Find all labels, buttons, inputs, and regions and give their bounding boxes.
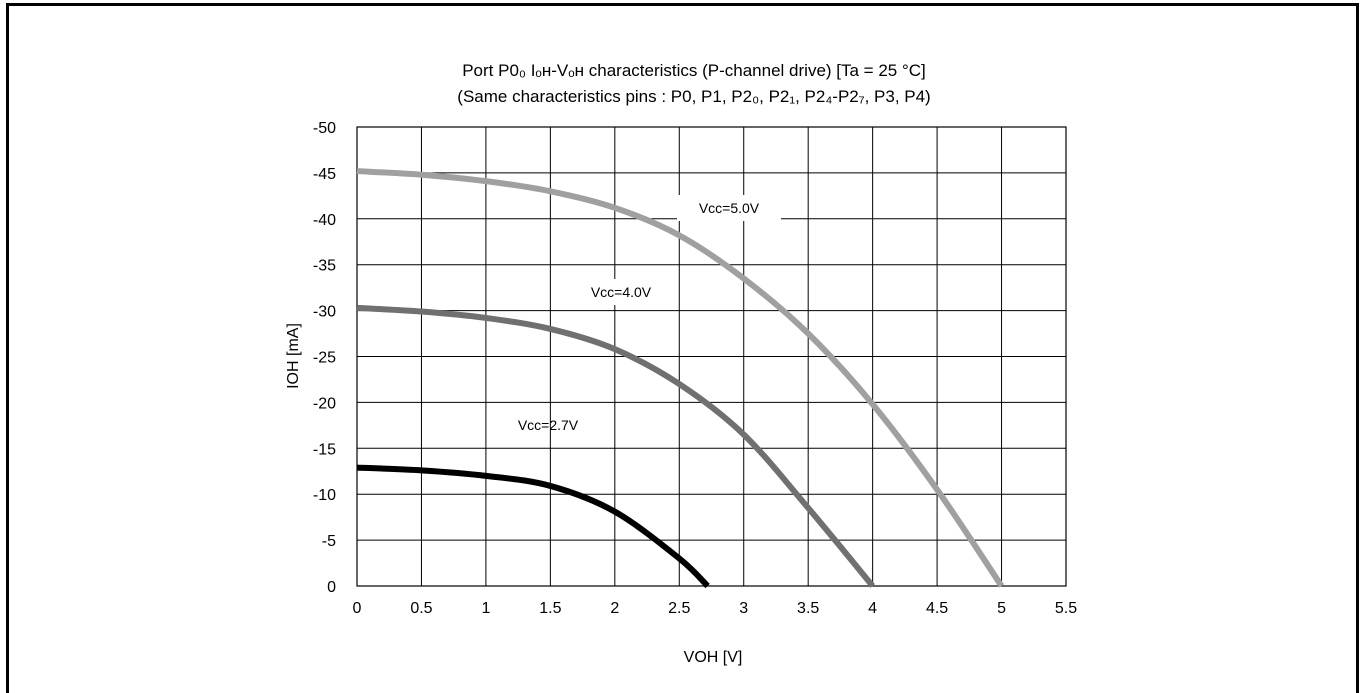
series-label-background: [677, 195, 781, 221]
x-axis-title: VOH [V]: [684, 649, 743, 666]
series-line-0: [356, 168, 1005, 588]
y-axis-title: IOH [mA]: [285, 323, 302, 389]
x-tick-label: 5: [997, 600, 1006, 617]
x-tick-label: 3.5: [797, 600, 819, 617]
x-tick-label: 2: [610, 600, 619, 617]
tick-labels: 0 0.5 1 1.5 2 2.5 3 3.5 4 4.5 5 5.5 0 -5 -10 -15 -20 -25 -…: [313, 120, 1077, 617]
series-line-2: [356, 464, 710, 589]
y-tick-label: 0: [327, 579, 336, 596]
x-tick-label: 2.5: [668, 600, 690, 617]
series-label-background: [575, 279, 667, 305]
x-tick-label: 1.5: [539, 600, 561, 617]
series-line-1: [356, 304, 875, 588]
y-tick-label: -40: [313, 212, 336, 229]
chart-title-line-2: (Same characteristics pins : P0, P1, P2₀…: [457, 87, 930, 106]
series-layer: [356, 168, 1005, 589]
y-tick-label: -20: [313, 395, 336, 412]
x-tick-label: 1: [481, 600, 490, 617]
series-label-0: Vcc=5.0V: [699, 200, 760, 216]
x-tick-label: 0.5: [410, 600, 432, 617]
y-tick-label: -25: [313, 350, 336, 367]
y-tick-label: -35: [313, 258, 336, 275]
chart-title-line-1: Port P0₀ Iₒʜ-Vₒʜ characteristics (P-chan…: [462, 61, 926, 80]
y-tick-label: -50: [313, 120, 336, 137]
y-tick-label: -10: [313, 487, 336, 504]
chart-frame: [6, 3, 1359, 693]
y-tick-label: -30: [313, 304, 336, 321]
x-tick-label: 4: [868, 600, 877, 617]
y-tick-label: -5: [322, 533, 336, 550]
series-label-layer: Vcc=5.0V Vcc=4.0V Vcc=2.7V: [518, 195, 781, 433]
x-tick-label: 3: [739, 600, 748, 617]
x-tick-label: 0: [353, 600, 362, 617]
series-label-1: Vcc=4.0V: [591, 284, 652, 300]
series-label-2: Vcc=2.7V: [518, 417, 579, 433]
y-tick-label: -15: [313, 441, 336, 458]
x-tick-label: 5.5: [1055, 600, 1077, 617]
y-tick-label: -45: [313, 166, 336, 183]
x-tick-label: 4.5: [926, 600, 948, 617]
